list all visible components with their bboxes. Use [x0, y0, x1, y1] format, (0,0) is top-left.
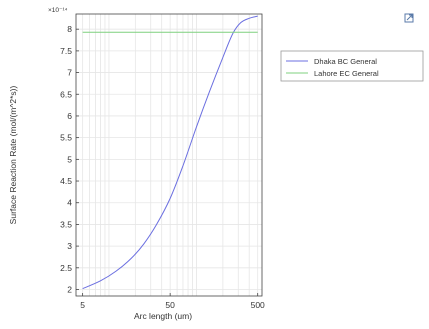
grid — [76, 14, 262, 296]
plot-frame — [75, 13, 263, 297]
y-tick-label: 2 — [67, 284, 72, 294]
export-icon[interactable] — [404, 13, 414, 23]
y-tick-label: 7 — [67, 68, 72, 78]
y-tick-label: 5.5 — [60, 133, 72, 143]
y-tick-label: 7.5 — [60, 46, 72, 56]
x-tick-label: 50 — [165, 300, 175, 310]
legend: Dhaka BC General Lahore EC General — [280, 50, 424, 82]
x-axis-title: Arc length (um) — [134, 311, 192, 321]
legend-label-lahore: Lahore EC General — [314, 69, 379, 78]
y-tick-label: 3 — [67, 241, 72, 251]
y-tick-label: 6 — [67, 111, 72, 121]
series-layer — [82, 15, 258, 290]
y-tick-label: 4.5 — [60, 176, 72, 186]
tick-layer: 2 2.5 3 3.5 4 4.5 5 5.5 6 6.5 7 7.5 8 5 50 500 — [60, 24, 265, 310]
legend-box — [280, 50, 424, 82]
series-line-0 — [82, 15, 258, 290]
y-tick-label: 5 — [67, 154, 72, 164]
y-exponent-label: ×10⁻¹⁴ — [48, 7, 68, 14]
y-axis-title: Surface Reaction Rate (mol/(m^2*s)) — [8, 86, 18, 225]
x-tick-label: 500 — [251, 300, 265, 310]
y-tick-label: 6.5 — [60, 89, 72, 99]
y-tick-label: 2.5 — [60, 263, 72, 273]
y-tick-label: 4 — [67, 198, 72, 208]
x-tick-label: 5 — [80, 300, 85, 310]
legend-label-dhaka: Dhaka BC General — [314, 57, 377, 66]
y-tick-label: 3.5 — [60, 219, 72, 229]
y-tick-label: 8 — [67, 24, 72, 34]
